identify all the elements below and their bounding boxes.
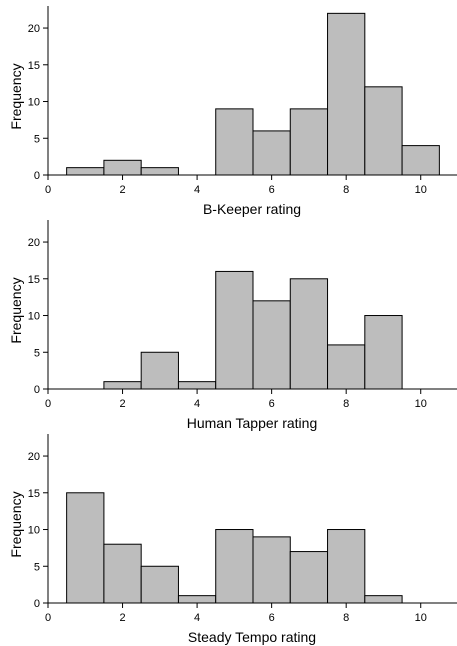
- y-tick-label: 10: [28, 97, 40, 109]
- histogram-bar: [103, 381, 142, 390]
- x-tick-label: 10: [415, 612, 427, 624]
- histogram-bar: [327, 344, 366, 390]
- y-tick-label: 5: [34, 561, 40, 573]
- x-tick-label: 10: [415, 184, 427, 196]
- y-tick-label: 10: [28, 525, 40, 537]
- y-tick-label: 15: [28, 488, 40, 500]
- histogram-bar: [103, 159, 142, 176]
- x-tick-label: 0: [45, 612, 51, 624]
- x-axis-title: Steady Tempo rating: [188, 629, 316, 645]
- histogram-bar: [252, 536, 291, 604]
- x-tick-label: 0: [45, 398, 51, 410]
- histogram-bar: [66, 167, 105, 176]
- x-tick-label: 6: [269, 612, 275, 624]
- y-tick-label: 20: [28, 451, 40, 463]
- x-tick-label: 8: [343, 184, 349, 196]
- y-tick-label: 20: [28, 23, 40, 35]
- x-tick-label: 2: [119, 612, 125, 624]
- y-tick-label: 15: [28, 274, 40, 286]
- y-tick-label: 0: [34, 170, 40, 182]
- histogram-bar: [140, 167, 179, 176]
- histogram-bar: [252, 300, 291, 390]
- x-axis-title: Human Tapper rating: [187, 415, 317, 431]
- histogram-panel-1: 0 5 10 15 20 0 2 4 6 8 10 B-Keeper rating Frequency: [8, 6, 457, 217]
- histogram-bar: [364, 86, 403, 176]
- x-tick-label: 10: [415, 398, 427, 410]
- histogram-bar: [66, 492, 105, 604]
- histogram-bar: [289, 278, 329, 390]
- histogram-bar: [140, 565, 179, 604]
- histogram-bar: [140, 351, 179, 390]
- histogram-bar: [177, 381, 217, 390]
- y-tick-label: 10: [28, 311, 40, 323]
- y-tick-label: 5: [34, 347, 40, 359]
- x-tick-label: 8: [343, 612, 349, 624]
- histogram-bar: [215, 529, 254, 604]
- x-tick-label: 6: [269, 184, 275, 196]
- histogram-bar: [364, 595, 403, 604]
- histogram-panel-3: 0 5 10 15 20 0 2 4 6 8 10 Steady Tempo rating Freque…: [8, 434, 457, 645]
- histogram-bar: [103, 543, 142, 604]
- histogram-bar: [364, 315, 403, 390]
- x-tick-label: 8: [343, 398, 349, 410]
- x-tick-label: 4: [194, 612, 200, 624]
- y-axis-title: Frequency: [8, 277, 24, 343]
- y-tick-label: 0: [34, 598, 40, 610]
- y-tick-label: 15: [28, 60, 40, 72]
- y-tick-label: 5: [34, 133, 40, 145]
- histogram-bar: [252, 130, 291, 176]
- histogram-bar: [215, 108, 254, 176]
- x-tick-label: 0: [45, 184, 51, 196]
- histogram-bar: [401, 145, 440, 176]
- y-tick-label: 20: [28, 237, 40, 249]
- x-tick-label: 6: [269, 398, 275, 410]
- x-tick-label: 4: [194, 398, 200, 410]
- histogram-bar: [215, 270, 254, 390]
- histogram-bar: [177, 595, 217, 604]
- histogram-bar: [327, 12, 366, 176]
- histogram-panel-2: 0 5 10 15 20 0 2 4 6 8 10 Human Tapper rating Freque…: [8, 220, 457, 431]
- histogram-bar: [327, 529, 366, 604]
- x-tick-label: 4: [194, 184, 200, 196]
- histogram-bar: [289, 108, 329, 176]
- y-tick-label: 0: [34, 384, 40, 396]
- x-axis-title: B-Keeper rating: [203, 201, 301, 217]
- histogram-bar: [289, 551, 329, 604]
- y-axis-title: Frequency: [8, 491, 24, 557]
- x-tick-label: 2: [119, 184, 125, 196]
- y-axis-title: Frequency: [8, 63, 24, 129]
- x-tick-label: 2: [119, 398, 125, 410]
